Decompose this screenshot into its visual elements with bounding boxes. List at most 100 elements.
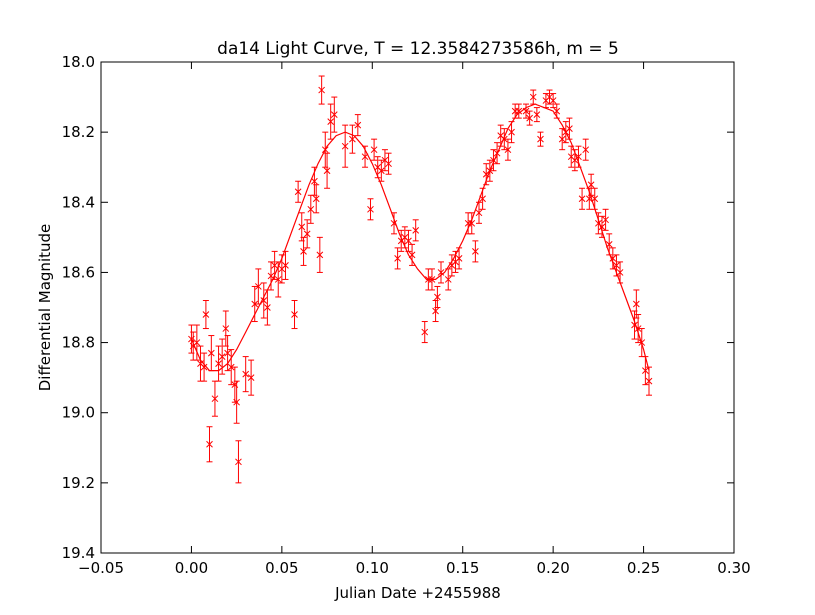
point-marker bbox=[349, 135, 356, 143]
data-point bbox=[452, 250, 459, 273]
point-marker bbox=[327, 118, 335, 125]
x-tick-label: 0.30 bbox=[717, 559, 750, 577]
point-marker bbox=[321, 146, 329, 154]
point-marker bbox=[632, 300, 640, 308]
point-marker bbox=[242, 370, 250, 378]
point-marker bbox=[613, 262, 620, 269]
data-point bbox=[598, 215, 606, 238]
plot-frame bbox=[100, 61, 735, 554]
data-point bbox=[567, 145, 575, 168]
data-point bbox=[546, 89, 553, 105]
point-marker bbox=[437, 269, 445, 276]
x-tick-label: −0.05 bbox=[78, 559, 124, 577]
point-marker bbox=[394, 255, 401, 262]
point-marker bbox=[558, 135, 566, 143]
point-marker bbox=[587, 181, 595, 189]
data-point bbox=[233, 380, 240, 424]
x-tick-label: 0.15 bbox=[446, 559, 479, 577]
data-point bbox=[197, 345, 204, 382]
data-point bbox=[428, 268, 436, 291]
data-point bbox=[300, 236, 307, 266]
point-marker bbox=[312, 195, 320, 203]
point-marker bbox=[303, 230, 311, 238]
data-point bbox=[553, 103, 561, 119]
point-marker bbox=[602, 216, 609, 224]
point-marker bbox=[367, 205, 374, 213]
x-tick-label: 0.10 bbox=[356, 559, 389, 577]
data-point bbox=[468, 212, 476, 235]
data-point bbox=[274, 261, 282, 298]
data-point bbox=[645, 366, 653, 396]
point-marker bbox=[591, 195, 599, 203]
data-point bbox=[271, 250, 278, 280]
point-marker bbox=[405, 237, 412, 245]
data-point bbox=[303, 219, 311, 249]
point-marker bbox=[341, 142, 349, 150]
data-point bbox=[421, 321, 429, 344]
data-point bbox=[374, 156, 382, 179]
point-marker bbox=[582, 146, 590, 154]
axes: −0.05 0.00 0.05 0.10 0.15 0.20 0.25 0.30 18.0 18.… bbox=[62, 53, 751, 577]
point-marker bbox=[508, 128, 515, 136]
point-marker bbox=[298, 223, 306, 231]
data-point bbox=[323, 152, 331, 189]
data-point bbox=[595, 212, 602, 235]
y-tick-label: 19.2 bbox=[62, 474, 95, 492]
point-marker bbox=[585, 195, 593, 203]
point-marker bbox=[598, 223, 606, 231]
point-marker bbox=[645, 377, 653, 385]
point-marker bbox=[432, 307, 439, 315]
point-marker bbox=[533, 111, 541, 118]
data-point bbox=[298, 212, 306, 242]
point-marker bbox=[264, 304, 271, 311]
data-point bbox=[475, 201, 483, 224]
point-marker bbox=[553, 107, 561, 115]
x-axis-label: Julian Date +2455988 bbox=[334, 584, 501, 602]
data-point bbox=[390, 212, 398, 235]
point-marker bbox=[468, 219, 476, 227]
data-point bbox=[490, 149, 497, 172]
y-tick-label: 18.2 bbox=[62, 123, 95, 141]
point-marker bbox=[575, 153, 582, 161]
data-point bbox=[242, 356, 250, 393]
data-point bbox=[533, 107, 541, 123]
data-point bbox=[634, 314, 642, 344]
data-point bbox=[312, 184, 320, 214]
point-marker bbox=[282, 262, 289, 269]
point-marker bbox=[515, 107, 523, 115]
data-point bbox=[282, 250, 289, 280]
data-point bbox=[508, 121, 515, 144]
point-marker bbox=[526, 114, 533, 122]
point-marker bbox=[428, 276, 436, 283]
chart-title: da14 Light Curve, T = 12.3584273586h, m … bbox=[217, 39, 619, 59]
point-marker bbox=[254, 283, 262, 290]
data-point bbox=[434, 285, 441, 308]
data-point bbox=[472, 240, 479, 263]
point-marker bbox=[330, 111, 338, 118]
data-point bbox=[370, 138, 378, 161]
data-point bbox=[526, 110, 533, 126]
data-point bbox=[330, 96, 338, 133]
data-point bbox=[448, 254, 456, 277]
data-point bbox=[613, 254, 620, 277]
data-point bbox=[493, 142, 501, 165]
data-point bbox=[575, 145, 582, 168]
data-point bbox=[227, 349, 235, 386]
data-point bbox=[632, 289, 640, 319]
data-point bbox=[341, 124, 349, 168]
point-marker bbox=[609, 255, 617, 262]
point-marker bbox=[206, 440, 213, 448]
point-marker bbox=[493, 149, 501, 157]
fit-curve bbox=[190, 103, 650, 372]
data-point bbox=[602, 208, 609, 231]
point-marker bbox=[479, 195, 486, 203]
x-tick-label: 0.00 bbox=[175, 559, 208, 577]
y-tick-label: 19.4 bbox=[62, 544, 95, 562]
point-marker bbox=[412, 226, 420, 234]
data-point bbox=[222, 310, 230, 347]
point-marker bbox=[260, 297, 268, 304]
data-point bbox=[401, 226, 409, 249]
data-point bbox=[218, 338, 226, 375]
data-point bbox=[511, 103, 519, 119]
